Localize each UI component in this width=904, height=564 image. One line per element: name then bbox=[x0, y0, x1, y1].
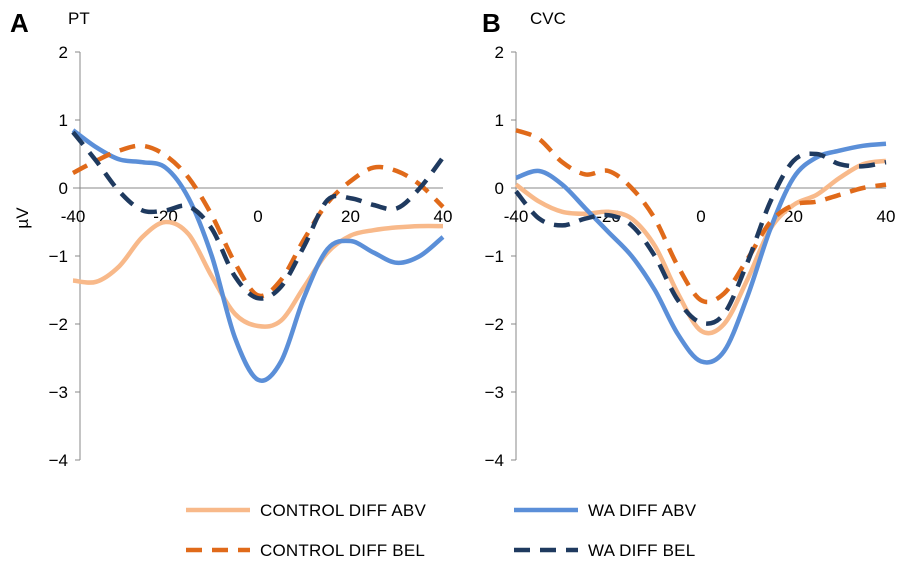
y-tick-label: 1 bbox=[495, 111, 504, 130]
legend-item: CONTROL DIFF BEL bbox=[186, 541, 425, 560]
legend-label: WA DIFF ABV bbox=[588, 501, 697, 520]
y-axis: 2 1 0 −1 −2 −3 −4 bbox=[49, 43, 81, 470]
x-tick-label: 0 bbox=[696, 207, 705, 226]
series-line-control-diff-bel bbox=[71, 143, 445, 299]
x-tick-label: -40 bbox=[61, 207, 86, 226]
x-tick-label: 40 bbox=[877, 207, 896, 226]
y-tick-label: −1 bbox=[49, 247, 68, 266]
series-line-wa-diff-abv bbox=[71, 128, 445, 383]
x-tick-label: 0 bbox=[253, 207, 262, 226]
x-tick-label: 20 bbox=[341, 207, 360, 226]
y-tick-label: 2 bbox=[495, 43, 504, 62]
panel-letter: B bbox=[482, 8, 501, 38]
y-tick-label: −4 bbox=[49, 451, 68, 470]
y-tick-label: −4 bbox=[485, 451, 504, 470]
legend-label: WA DIFF BEL bbox=[588, 541, 695, 560]
legend-item: WA DIFF ABV bbox=[514, 501, 697, 520]
legend-item: CONTROL DIFF ABV bbox=[186, 501, 426, 520]
y-tick-label: 0 bbox=[495, 179, 504, 198]
series-line-wa-diff-bel bbox=[514, 151, 887, 326]
legend-item: WA DIFF BEL bbox=[514, 541, 695, 560]
panel-a: A PT µV 210−1−2−3−4 -40 -20 0 20 40 bbox=[10, 8, 452, 470]
series-group bbox=[71, 128, 445, 383]
x-axis: -40 -20 0 20 40 bbox=[61, 187, 453, 226]
y-tick-label: −3 bbox=[49, 383, 68, 402]
y-axis-label: µV bbox=[13, 207, 32, 229]
y-tick-label: −2 bbox=[49, 315, 68, 334]
panel-title: PT bbox=[68, 9, 90, 28]
panel-letter: A bbox=[10, 8, 29, 38]
series-line-control-diff-bel bbox=[515, 128, 887, 305]
y-tick-label: 1 bbox=[59, 111, 68, 130]
y-tick-label: −2 bbox=[485, 315, 504, 334]
series-group bbox=[514, 128, 887, 365]
y-tick-label: −3 bbox=[485, 383, 504, 402]
panel-b: B CVC 210−1−2−3−4 -40 -20 0 20 40 bbox=[482, 8, 895, 470]
legend: CONTROL DIFF ABV WA DIFF ABV CONTROL DIF… bbox=[186, 501, 697, 560]
series-line-control-diff-abv bbox=[514, 158, 887, 336]
legend-label: CONTROL DIFF BEL bbox=[260, 541, 425, 560]
legend-label: CONTROL DIFF ABV bbox=[260, 501, 426, 520]
series-line-control-diff-abv bbox=[72, 219, 444, 329]
y-tick-label: −1 bbox=[485, 247, 504, 266]
panel-title: CVC bbox=[530, 9, 566, 28]
x-tick-label: -40 bbox=[504, 207, 529, 226]
x-tick-label: 40 bbox=[434, 207, 453, 226]
y-tick-label: 2 bbox=[59, 43, 68, 62]
y-axis: 2 1 0 −1 −2 −3 −4 bbox=[485, 43, 517, 470]
x-tick-label: 20 bbox=[784, 207, 803, 226]
y-tick-label: 0 bbox=[59, 179, 68, 198]
series-line-wa-diff-bel bbox=[71, 130, 445, 301]
